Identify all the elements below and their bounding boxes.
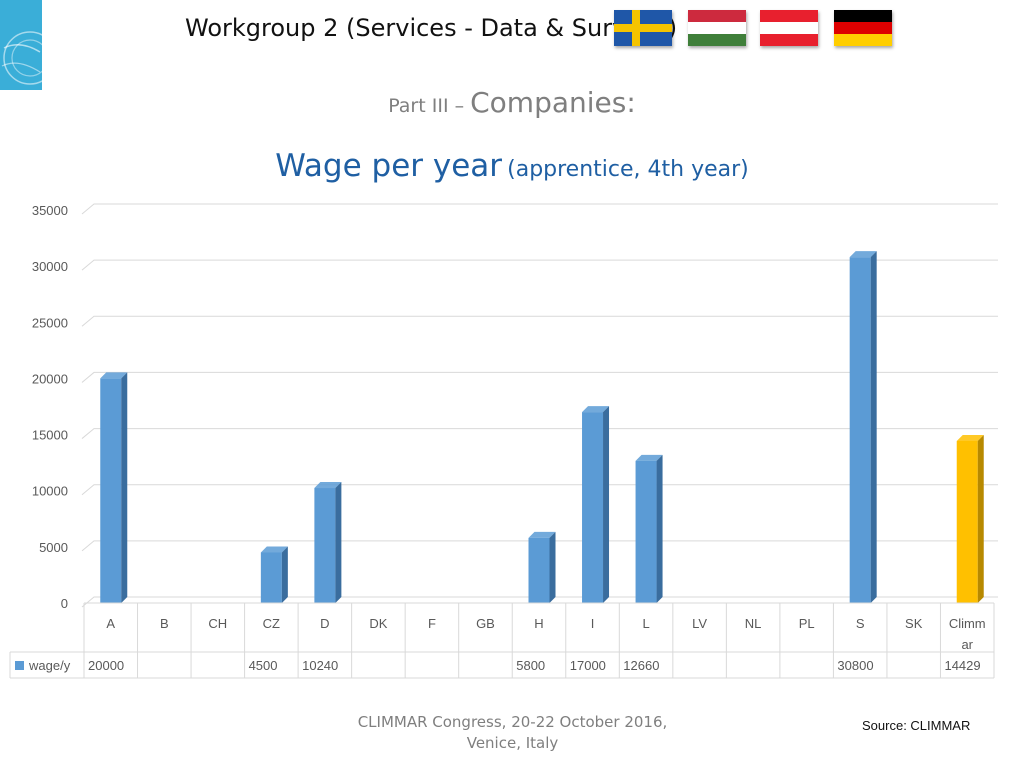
bar-top [260,546,288,553]
bar-i [582,406,610,603]
chart-title: Wage per year (apprentice, 4th year) [0,148,1024,184]
climmar-logo [0,0,42,90]
bar-cz [260,546,288,603]
x-tick-label: D [320,616,329,631]
footer-line-2: Venice, Italy [466,734,559,752]
footer-line-1: CLIMMAR Congress, 20-22 October 2016, [357,713,668,731]
bar-front [849,257,871,603]
gridline [81,371,998,383]
y-tick-label: 35000 [32,203,68,218]
data-label: 4500 [249,658,278,673]
gridline [81,596,998,608]
x-tick-label: F [428,616,436,631]
bar-side [656,454,663,603]
x-tick-label: H [534,616,543,631]
x-tick-label: PL [799,616,815,631]
bar-front [635,460,657,603]
bar-top [582,406,610,413]
x-tick-label: B [160,616,169,631]
x-tick-label: CH [208,616,227,631]
bar-side [281,546,288,603]
bar-side [870,251,877,603]
germany-flag [834,10,892,46]
hungary-flag [688,10,746,46]
y-tick-label: 25000 [32,315,68,330]
bar-top [849,251,877,258]
gridline [81,203,998,215]
bar-side [603,406,610,603]
x-tick-label: A [106,616,115,631]
bar-side [549,531,556,603]
y-tick-label: 15000 [32,428,68,443]
bar-chart: 0 5000 10000 15000 20000 25000 30000 35000 A B CH C… [9,203,998,679]
data-label: 17000 [570,658,606,673]
bar-d [314,482,342,603]
bar-top [528,531,556,538]
gridline [81,484,998,496]
x-tick-label: CZ [263,616,280,631]
y-tick-label: 20000 [32,371,68,386]
gridline [81,315,998,327]
austria-flag [760,10,818,46]
gridline [81,540,998,552]
bar-front [314,488,336,603]
bar-side [977,434,984,603]
x-tick-label: S [856,616,865,631]
data-label: 14429 [944,658,980,673]
footer: CLIMMAR Congress, 20-22 October 2016, Ve… [340,712,685,754]
bar-side [121,372,128,603]
bar-climmar [956,434,984,603]
bar-top [314,482,342,489]
x-tick-label: SK [905,616,923,631]
header-title: Workgroup 2 (Services - Data & Surveys) [185,14,678,42]
bar-front [100,378,122,603]
part-subtitle: Part III – Companies: [0,86,1024,119]
x-tick-label: NL [745,616,762,631]
data-label: 10240 [302,658,338,673]
part-main: Companies: [470,86,636,119]
x-tick-label: L [642,616,649,631]
x-tick-label: DK [369,616,387,631]
chart-title-sub: (apprentice, 4th year) [507,157,749,182]
gridline [81,259,998,271]
legend-key [15,661,24,670]
y-tick-label: 30000 [32,259,68,274]
data-label: 20000 [88,658,124,673]
bar-top [956,434,984,441]
bar-l [635,454,663,603]
x-tick-label: LV [692,616,707,631]
bar-front [582,412,604,603]
bar-side [335,482,342,603]
gridline [81,428,998,439]
chart-title-main: Wage per year [275,148,503,184]
bar-a [100,372,128,603]
x-tick-label: I [591,616,595,631]
x-tick-label: Climm [949,616,986,631]
bar-s [849,251,877,603]
source-note: Source: CLIMMAR [862,718,971,733]
bar-front [260,552,282,603]
data-label: 30800 [837,658,873,673]
part-prefix: Part III – [388,95,471,117]
data-label: 12660 [623,658,659,673]
bar-top [635,454,663,461]
legend-series-name: wage/y [28,658,71,673]
bar-front [956,440,978,603]
x-tick-label: GB [476,616,495,631]
data-label: 5800 [516,658,545,673]
x-tick-label: ar [961,637,973,652]
y-tick-label: 0 [61,596,68,611]
bar-top [100,372,128,379]
sweden-flag [614,10,672,46]
y-tick-label: 10000 [32,484,68,499]
bar-front [528,537,550,603]
y-tick-label: 5000 [39,540,68,555]
bar-h [528,531,556,603]
